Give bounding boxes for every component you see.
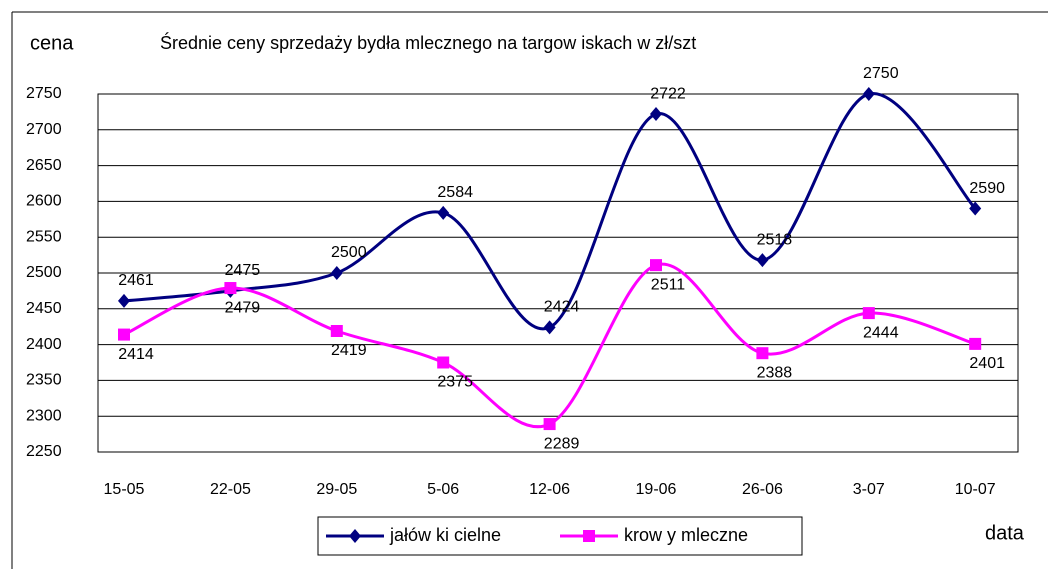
y-tick-label: 2350 — [26, 372, 62, 389]
x-tick-label: 3-07 — [853, 481, 885, 498]
data-point — [437, 205, 450, 220]
series-line — [123, 262, 976, 428]
x-tick-label: 12-06 — [529, 481, 570, 498]
data-point — [756, 253, 769, 268]
x-tick-label: 10-07 — [955, 481, 996, 498]
data-label: 2475 — [225, 262, 261, 279]
data-label: 2590 — [969, 180, 1005, 197]
data-label: 2584 — [437, 184, 473, 201]
legend-label: jałów ki cielne — [389, 525, 501, 545]
data-label: 2444 — [863, 324, 899, 341]
x-axis-label: data — [985, 522, 1025, 544]
x-tick-label: 29-05 — [316, 481, 357, 498]
data-label: 2511 — [651, 276, 686, 293]
data-point — [118, 293, 130, 308]
y-tick-label: 2650 — [26, 157, 62, 174]
data-point — [224, 282, 237, 295]
data-point — [862, 307, 875, 320]
legend-label: krow y mleczne — [624, 525, 748, 545]
data-point — [756, 347, 769, 360]
data-point — [118, 328, 130, 341]
data-point — [330, 324, 343, 337]
data-point — [862, 87, 875, 101]
x-tick-label: 22-05 — [210, 481, 251, 498]
x-tick-label: 5-06 — [427, 481, 459, 498]
y-tick-label: 2300 — [26, 407, 62, 424]
data-label: 2750 — [863, 65, 899, 82]
data-point — [650, 259, 662, 272]
series-line — [123, 92, 977, 331]
x-tick-label: 26-06 — [742, 481, 783, 498]
data-point — [969, 201, 982, 216]
data-label: 2401 — [969, 355, 1005, 372]
data-label: 2461 — [118, 272, 154, 289]
y-tick-label: 2500 — [26, 264, 62, 281]
data-label: 2388 — [757, 364, 793, 381]
chart-title: Średnie ceny sprzedaży bydła mlecznego n… — [160, 32, 696, 53]
x-tick-label: 19-06 — [636, 481, 677, 498]
y-tick-label: 2450 — [26, 300, 62, 317]
data-point — [543, 418, 556, 431]
data-label: 2722 — [650, 85, 686, 102]
y-tick-label: 2550 — [26, 228, 62, 245]
x-tick-label: 15-05 — [104, 481, 145, 498]
data-label: 2424 — [544, 299, 580, 316]
data-point — [650, 107, 662, 122]
data-label: 2375 — [437, 374, 473, 391]
y-tick-label: 2600 — [26, 193, 62, 210]
y-tick-label: 2250 — [26, 443, 62, 460]
data-label: 2414 — [118, 346, 154, 363]
data-label: 2479 — [225, 299, 261, 316]
y-tick-label: 2750 — [26, 85, 62, 102]
data-label: 2518 — [757, 231, 793, 248]
legend-marker — [583, 530, 595, 542]
data-point — [543, 320, 556, 335]
data-point — [330, 266, 343, 280]
data-label: 2500 — [331, 244, 367, 261]
data-label: 2419 — [331, 342, 367, 359]
data-point — [969, 337, 982, 350]
legend-marker — [349, 529, 361, 543]
y-tick-label: 2400 — [26, 336, 62, 353]
y-tick-label: 2700 — [26, 121, 62, 138]
data-label: 2289 — [544, 435, 580, 452]
data-point — [437, 356, 450, 369]
y-axis-label: cena — [30, 32, 74, 54]
